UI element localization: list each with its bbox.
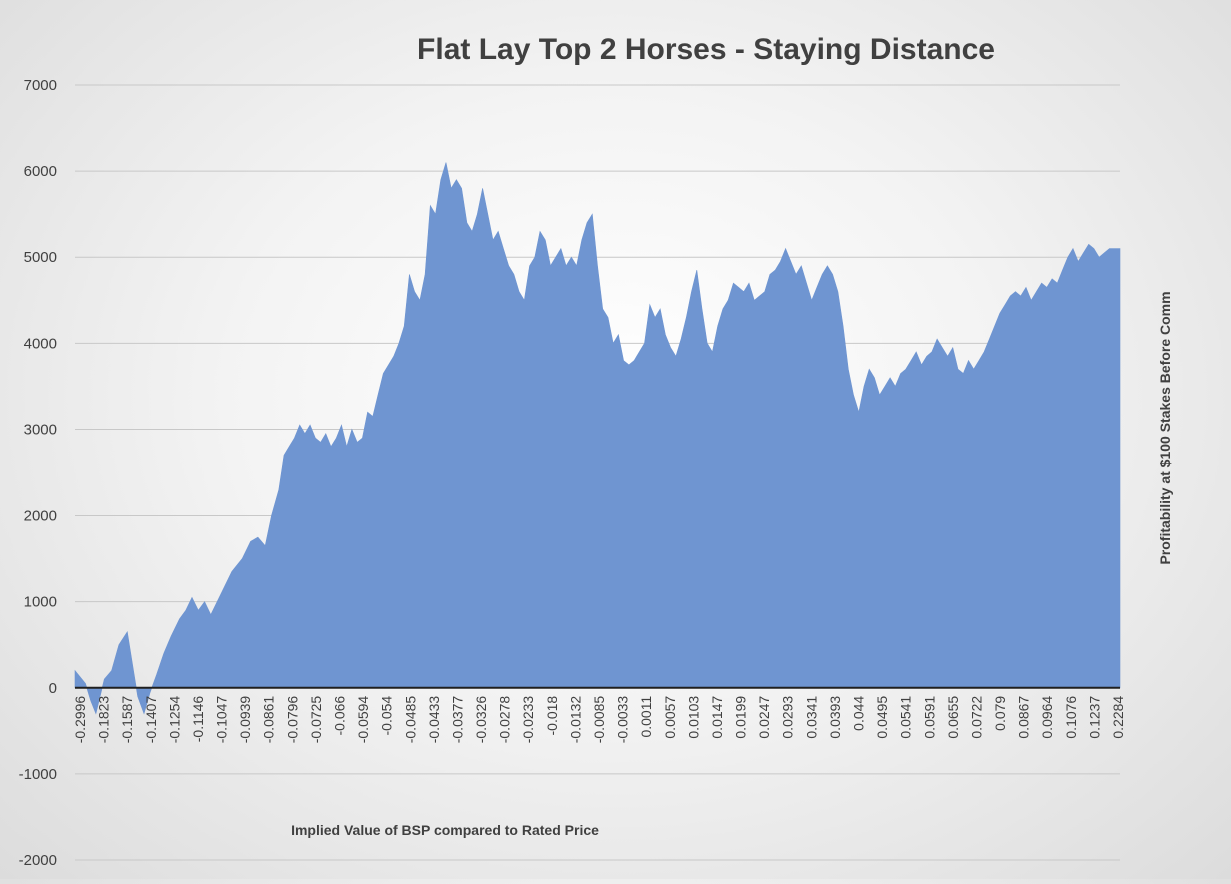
x-tick-label: 0.2284 <box>1110 696 1126 739</box>
x-tick-label: -0.0725 <box>308 696 324 744</box>
x-axis-title: Implied Value of BSP compared to Rated P… <box>291 822 599 838</box>
y-tick-label: 6000 <box>24 163 57 180</box>
x-tick-label: -0.066 <box>332 696 348 736</box>
y-tick-label: 2000 <box>24 508 57 525</box>
y-tick-label: 0 <box>49 680 57 697</box>
x-tick-label: -0.1047 <box>214 696 230 744</box>
x-tick-label: -0.1587 <box>119 696 135 744</box>
x-tick-label: 0.0655 <box>945 696 961 739</box>
x-tick-label: -0.018 <box>544 696 560 736</box>
x-tick-label: -0.0132 <box>567 696 583 744</box>
x-tick-label: 0.0541 <box>898 696 914 739</box>
x-tick-label: -0.2996 <box>72 696 88 744</box>
x-tick-label: -0.054 <box>379 696 395 736</box>
chart-title: Flat Lay Top 2 Horses - Staying Distance <box>417 33 995 66</box>
x-tick-label: 0.1076 <box>1063 696 1079 739</box>
x-tick-label: -0.0861 <box>261 696 277 744</box>
x-tick-label: 0.0867 <box>1016 696 1032 739</box>
x-tick-label: -0.0377 <box>450 696 466 744</box>
x-tick-label: -0.1407 <box>143 696 159 744</box>
x-tick-label: -0.0278 <box>497 696 513 744</box>
y-tick-label: 4000 <box>24 335 57 352</box>
x-tick-label: -0.0085 <box>591 696 607 744</box>
y-tick-label: -1000 <box>19 766 57 783</box>
x-tick-label: 0.0293 <box>780 696 796 739</box>
y-axis: 7000 6000 5000 4000 3000 2000 1000 0 -1000 -2000 <box>19 77 57 869</box>
x-tick-label: 0.079 <box>992 696 1008 731</box>
x-tick-label: 0.0591 <box>921 696 937 739</box>
x-tick-label: 0.1237 <box>1086 696 1102 739</box>
area-fill <box>74 162 1121 715</box>
x-tick-label: 0.0393 <box>827 696 843 739</box>
x-tick-label: 0.0103 <box>685 696 701 739</box>
x-tick-label: -0.0233 <box>520 696 536 744</box>
x-tick-label: 0.0964 <box>1039 696 1055 739</box>
x-tick-label: 0.0247 <box>756 696 772 739</box>
x-tick-label: -0.0939 <box>237 696 253 744</box>
y-tick-label: -2000 <box>19 852 57 869</box>
y-tick-label: 3000 <box>24 421 57 438</box>
y-axis-title: Profitability at $100 Stakes Before Comm <box>1157 291 1173 564</box>
x-tick-label: -0.1254 <box>166 696 182 744</box>
y-tick-label: 7000 <box>24 77 57 94</box>
x-tick-label: -0.0033 <box>615 696 631 744</box>
x-tick-label: -0.0326 <box>473 696 489 744</box>
x-tick-labels: -0.2996 -0.1823 -0.1587 -0.1407 -0.1254 -0.11… <box>72 696 1126 744</box>
x-tick-label: 0.0722 <box>969 696 985 739</box>
x-tick-label: -0.0594 <box>355 696 371 744</box>
x-tick-label: 0.044 <box>851 696 867 731</box>
x-tick-label: 0.0147 <box>709 696 725 739</box>
x-tick-label: 0.0011 <box>638 696 654 738</box>
y-tick-label: 1000 <box>24 594 57 611</box>
x-tick-label: -0.0485 <box>402 696 418 744</box>
x-tick-label: -0.0433 <box>426 696 442 744</box>
x-tick-label: 0.0495 <box>874 696 890 739</box>
area-series <box>74 162 1121 715</box>
x-tick-label: -0.1823 <box>96 696 112 744</box>
x-tick-label: 0.0199 <box>733 696 749 739</box>
x-tick-label: 0.0057 <box>662 696 678 739</box>
y-tick-label: 5000 <box>24 249 57 266</box>
x-tick-label: 0.0341 <box>803 696 819 739</box>
x-tick-label: -0.0796 <box>284 696 300 744</box>
x-tick-label: -0.1146 <box>190 696 206 743</box>
